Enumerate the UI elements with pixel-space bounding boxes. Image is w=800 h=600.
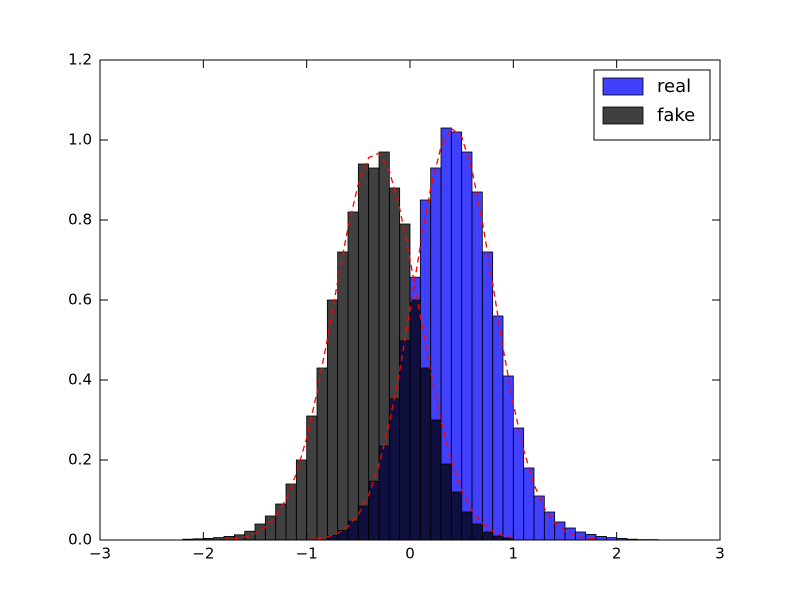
histogram-bar: [481, 251, 494, 541]
y-tick-label: 1.0: [68, 131, 92, 149]
histogram-bar: [285, 483, 297, 541]
y-tick-label: 0.4: [68, 371, 92, 389]
histogram-bar: [461, 511, 473, 541]
histogram-bar: [502, 375, 514, 541]
y-tick-label: 0.6: [68, 291, 92, 309]
y-tick-label: 0.8: [68, 211, 92, 229]
histogram-bar: [512, 427, 525, 541]
histogram-bar: [337, 251, 349, 541]
histogram-bar: [595, 536, 607, 541]
x-tick-label: −3: [89, 545, 111, 563]
x-tick-label: 0: [405, 545, 415, 563]
x-tick-label: 1: [509, 545, 519, 563]
histogram-bar: [492, 315, 504, 541]
histogram-bar: [533, 495, 545, 541]
histogram-bar: [461, 151, 473, 541]
fit-curve: [306, 127, 597, 541]
histogram-bar: [347, 211, 359, 541]
histogram-bar: [440, 463, 452, 541]
histogram-bar: [450, 131, 463, 541]
histogram-bar: [357, 163, 370, 541]
histogram-bar: [574, 531, 587, 541]
legend-label: real: [657, 76, 691, 97]
histogram-bar: [399, 223, 411, 541]
histogram-bar: [450, 491, 463, 541]
histogram-bar: [471, 191, 483, 541]
x-tick-label: 2: [612, 545, 622, 563]
x-tick-label: −1: [296, 545, 318, 563]
legend-swatch: [602, 77, 644, 96]
axes: −3 −2 −1 0 1 2 3 0.0 0.2 0.4 0.6 0.8 1.0 1.2: [68, 51, 725, 563]
histogram-bar: [378, 151, 390, 541]
histogram-bar: [306, 415, 318, 541]
histogram-bar: [316, 367, 328, 541]
y-tick-label: 0.0: [68, 531, 92, 549]
curves: [203, 127, 597, 541]
histogram-bar: [388, 187, 401, 541]
histogram-bar: [275, 503, 287, 541]
histogram-bar: [233, 534, 246, 541]
histogram-bar: [430, 419, 442, 541]
histogram-bar: [295, 459, 308, 541]
histogram-bar: [419, 367, 432, 541]
fit-curve: [203, 152, 514, 541]
legend-label: fake: [657, 105, 695, 126]
histogram-bar: [326, 299, 339, 541]
y-tick-label: 1.2: [68, 51, 92, 69]
histogram-bar: [471, 523, 483, 541]
y-tick-label: 0.2: [68, 451, 92, 469]
histogram-bar: [368, 167, 380, 541]
x-tick-label: 3: [715, 545, 725, 563]
x-tick-label: −2: [192, 545, 214, 563]
histogram-bar: [492, 535, 504, 541]
histogram-bar: [409, 299, 421, 541]
legend-swatch: [602, 106, 644, 125]
histogram-bar: [264, 515, 277, 541]
histogram-bar: [554, 521, 566, 541]
histogram-bar: [481, 531, 494, 541]
legend: real fake: [593, 69, 711, 141]
